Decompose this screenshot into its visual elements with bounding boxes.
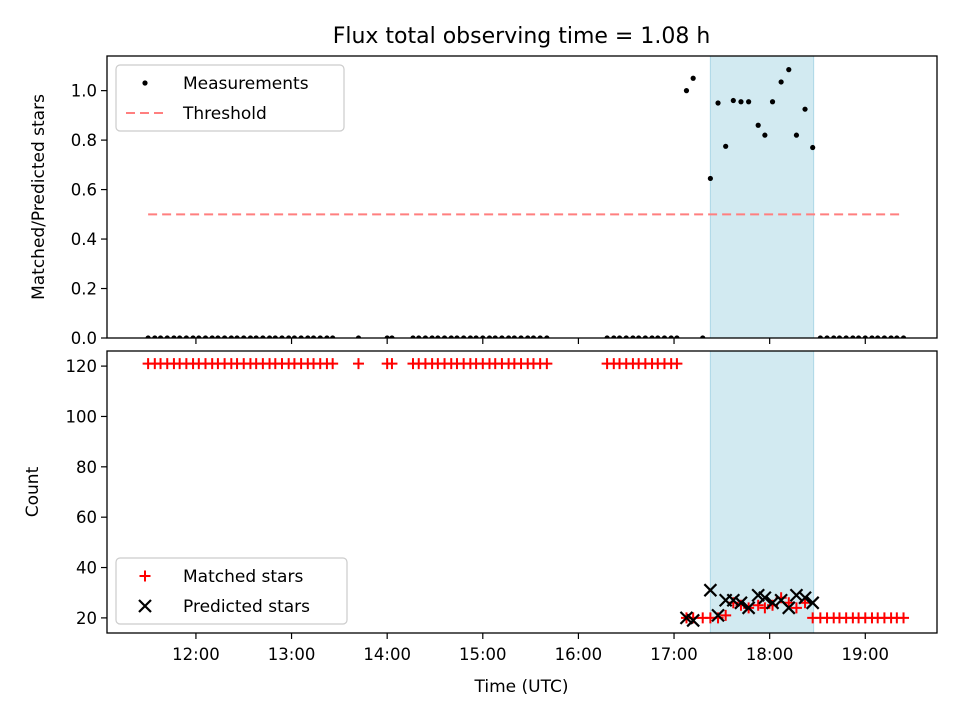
matched-stars-point bbox=[352, 358, 364, 370]
ratio-y-tick-label: 0.2 bbox=[71, 280, 97, 299]
count-y-tick-label: 100 bbox=[66, 407, 98, 426]
chart-title: Flux total observing time = 1.08 h bbox=[333, 24, 711, 49]
count-panel: 20 40 60 80 100 120 12:00 13:00 14:00 15:00 16:00 1… bbox=[66, 350, 938, 664]
predicted-stars-point bbox=[782, 601, 796, 615]
matched-stars-point bbox=[720, 609, 732, 621]
x-tick-label: 19:00 bbox=[842, 645, 890, 664]
x-tick-label: 17:00 bbox=[650, 645, 698, 664]
count-y-axis-label: Count bbox=[23, 466, 43, 517]
measurements-point bbox=[802, 106, 808, 112]
count-y-tick-label: 40 bbox=[76, 559, 97, 578]
count-plot-area bbox=[142, 358, 910, 628]
matched-stars-point bbox=[790, 602, 802, 614]
ratio-axes-frame bbox=[106, 55, 938, 339]
measurements-point bbox=[738, 99, 744, 105]
measurements-point bbox=[707, 175, 713, 182]
measurements-point bbox=[746, 99, 752, 105]
measurements-point bbox=[769, 99, 776, 105]
measurements-point bbox=[715, 100, 721, 106]
predicted-stars-point bbox=[798, 590, 812, 605]
count-legend: Matched stars Predicted stars bbox=[115, 557, 348, 625]
measurements-point bbox=[730, 97, 736, 104]
ratio-shaded-interval bbox=[709, 55, 815, 339]
ratio-panel: 0.0 0.2 0.4 0.6 0.8 1.0 Measurements Threshold bbox=[71, 55, 938, 348]
predicted-stars-point bbox=[734, 596, 748, 610]
ratio-legend-box bbox=[115, 64, 345, 132]
threshold-legend-label: Threshold bbox=[182, 104, 267, 124]
predicted-stars-legend-label: Predicted stars bbox=[183, 597, 310, 617]
ratio-y-tick-label: 0.6 bbox=[71, 181, 97, 200]
measurements-point bbox=[778, 79, 784, 85]
x-axis-label: Time (UTC) bbox=[474, 677, 569, 697]
x-tick-label: 13:00 bbox=[268, 645, 316, 664]
predicted-stars-point bbox=[741, 601, 756, 615]
measurements-point bbox=[723, 143, 729, 149]
ratio-legend: Measurements Threshold bbox=[115, 64, 345, 132]
predicted-stars-point bbox=[765, 596, 780, 610]
matched-stars-point bbox=[386, 358, 398, 370]
measurements-point bbox=[755, 122, 761, 128]
measurements-point bbox=[786, 67, 792, 73]
matched-stars-point bbox=[898, 612, 910, 624]
count-axes-frame bbox=[106, 350, 938, 634]
ratio-y-axis-label: Matched/Predicted stars bbox=[29, 94, 49, 300]
x-tick-label: 18:00 bbox=[746, 645, 794, 664]
x-tick-label: 16:00 bbox=[555, 645, 603, 664]
count-y-tick-label: 80 bbox=[76, 458, 97, 477]
measurements-legend-swatch bbox=[142, 80, 148, 86]
predicted-stars-point bbox=[686, 613, 700, 628]
matched-stars-point bbox=[671, 358, 683, 370]
measurements-point bbox=[690, 75, 696, 81]
matched-stars-point bbox=[327, 358, 339, 370]
x-tick-label: 15:00 bbox=[459, 645, 507, 664]
matched-stars-point bbox=[541, 358, 553, 370]
predicted-stars-point bbox=[789, 588, 804, 603]
count-shaded-interval bbox=[709, 350, 815, 634]
measurements-point bbox=[793, 132, 800, 138]
count-y-tick-label: 20 bbox=[76, 609, 97, 628]
ratio-y-tick-label: 0.4 bbox=[71, 230, 97, 249]
measurements-point bbox=[762, 132, 768, 138]
measurements-point bbox=[683, 88, 690, 94]
predicted-stars-legend-swatch bbox=[138, 599, 152, 613]
count-y-tick-label: 120 bbox=[66, 357, 98, 376]
predicted-stars-point bbox=[703, 583, 718, 597]
matched-stars-legend-label: Matched stars bbox=[183, 567, 303, 587]
measurements-point bbox=[810, 144, 816, 151]
count-legend-box bbox=[115, 557, 348, 625]
predicted-stars-point bbox=[758, 590, 772, 605]
ratio-y-tick-label: 1.0 bbox=[71, 82, 97, 101]
count-y-tick-label: 60 bbox=[76, 508, 97, 527]
ratio-y-tick-label: 0.0 bbox=[71, 329, 97, 348]
predicted-stars-point bbox=[805, 596, 820, 610]
matched-stars-point bbox=[752, 599, 764, 611]
measurements-legend-label: Measurements bbox=[183, 74, 309, 94]
ratio-y-tick-label: 0.8 bbox=[71, 131, 97, 150]
matched-stars-legend-swatch bbox=[139, 570, 151, 582]
predicted-stars-point bbox=[711, 608, 725, 623]
x-tick-label: 14:00 bbox=[363, 645, 411, 664]
predicted-stars-point bbox=[726, 593, 741, 608]
x-tick-label: 12:00 bbox=[172, 645, 220, 664]
